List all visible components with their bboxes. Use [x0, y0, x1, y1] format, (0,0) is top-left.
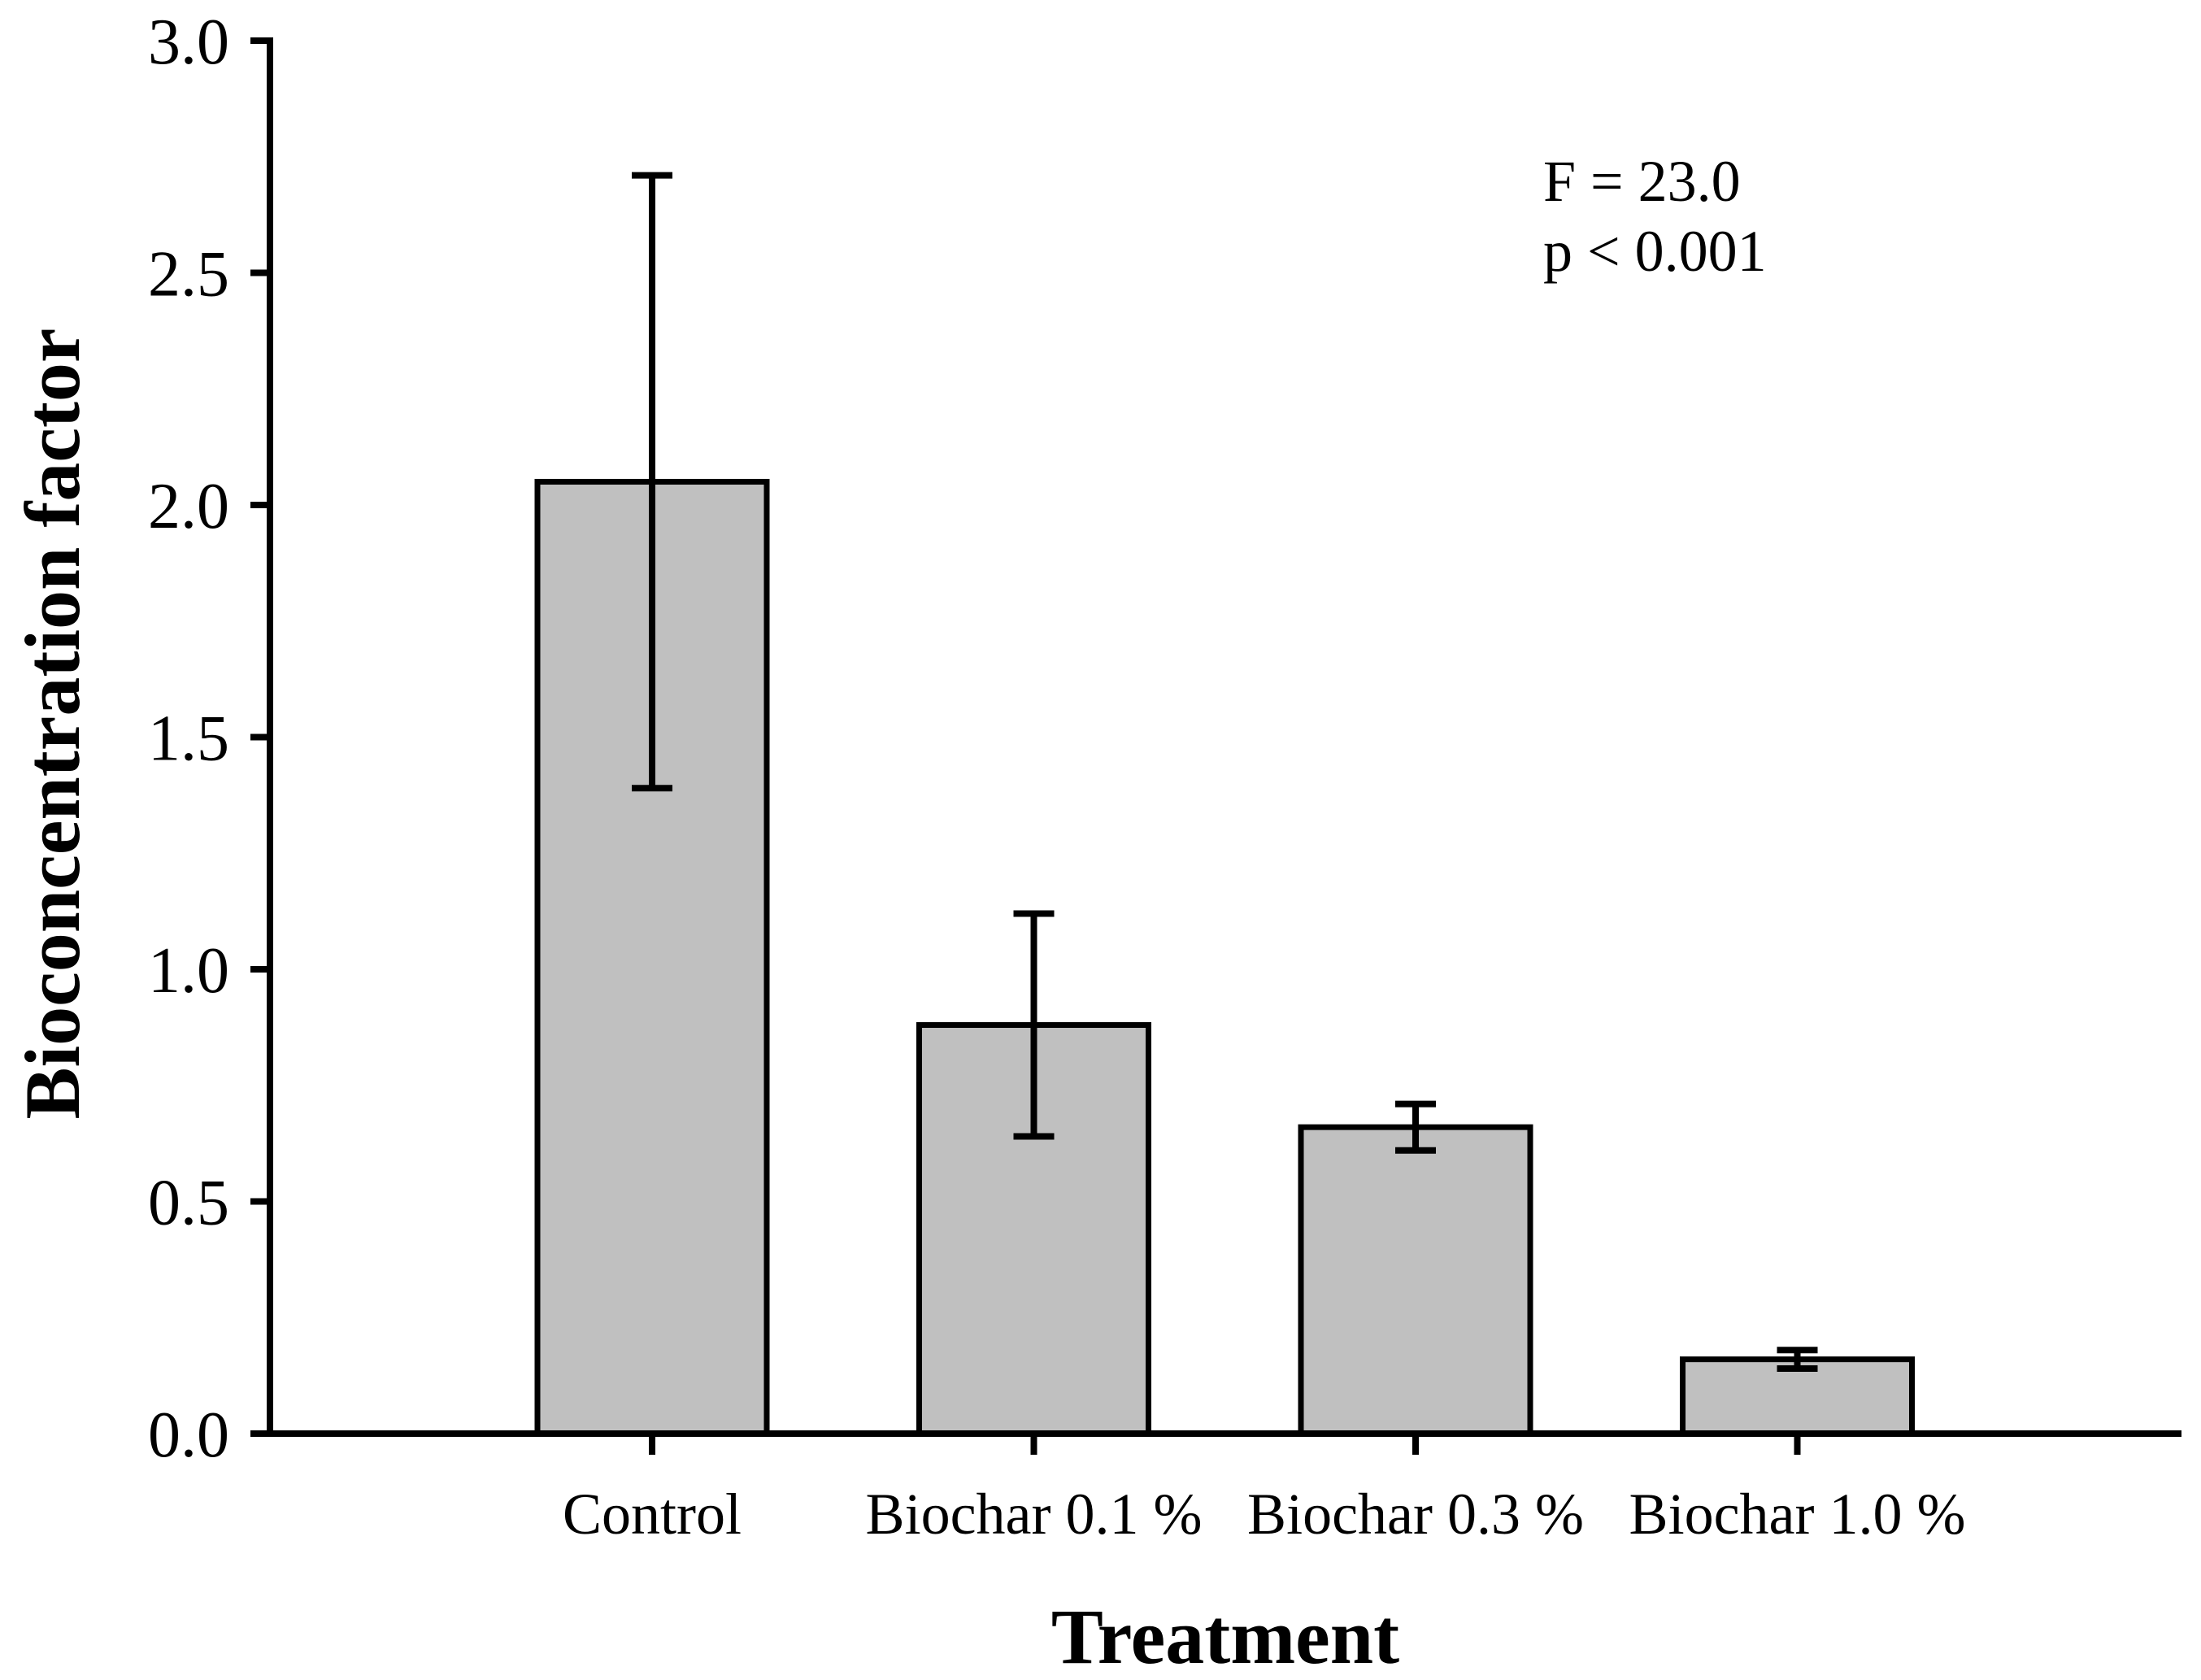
y-tick-label: 0.0: [148, 1399, 229, 1471]
x-category-label: Control: [563, 1482, 742, 1547]
annotation-f-statistic: F = 23.0: [1543, 149, 1741, 214]
error-bar-biochar-1-0: [1777, 1347, 1818, 1373]
x-category-labels: Control Biochar 0.1 % Biochar 0.3 % Biochar…: [563, 1482, 1965, 1547]
y-tick-label: 0.5: [148, 1168, 229, 1239]
x-category-label: Biochar 0.3 %: [1247, 1482, 1584, 1547]
error-bar-biochar-0-1: [1013, 910, 1055, 1140]
x-axis-title: Treatment: [1051, 1593, 1399, 1680]
x-category-label: Biochar 1.0 %: [1629, 1482, 1966, 1547]
y-tick-label: 3.0: [148, 7, 229, 78]
error-bars-group: [632, 172, 1818, 1373]
bars-group: [534, 478, 1915, 1437]
y-tick-label: 2.5: [148, 239, 229, 311]
y-tick-label: 2.0: [148, 471, 229, 542]
y-axis-title: Bioconcentration factor: [9, 328, 96, 1119]
y-tick-labels: 0.0 0.5 1.0 1.5 2.0 2.5 3.0: [148, 7, 229, 1471]
y-tick-label: 1.0: [148, 935, 229, 1007]
y-tick-label: 1.5: [148, 703, 229, 775]
bar-biochar-0-3: [1298, 1124, 1533, 1437]
error-bar-control: [632, 172, 672, 792]
error-bar-biochar-0-3: [1395, 1100, 1436, 1154]
axes-group: [250, 37, 2181, 1455]
x-category-label: Biochar 0.1 %: [866, 1482, 1203, 1547]
annotation-p-value: p < 0.001: [1543, 219, 1767, 284]
